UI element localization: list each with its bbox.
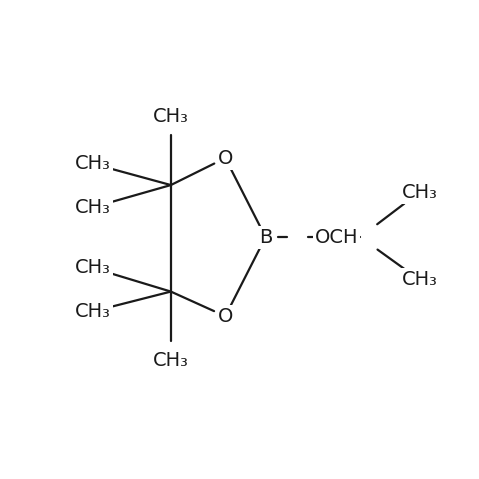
Text: CH₃: CH₃: [75, 302, 111, 321]
Text: CH₃: CH₃: [153, 107, 189, 126]
Text: CH₃: CH₃: [153, 351, 189, 370]
Text: CH₃: CH₃: [75, 258, 111, 277]
Text: CH₃: CH₃: [75, 198, 111, 217]
Text: CH₃: CH₃: [401, 182, 437, 202]
Text: OCH: OCH: [315, 228, 358, 247]
Text: CH₃: CH₃: [401, 270, 437, 289]
Text: O: O: [217, 307, 233, 326]
Text: CH₃: CH₃: [75, 154, 111, 173]
Text: B: B: [259, 228, 272, 247]
Text: O: O: [217, 148, 233, 168]
